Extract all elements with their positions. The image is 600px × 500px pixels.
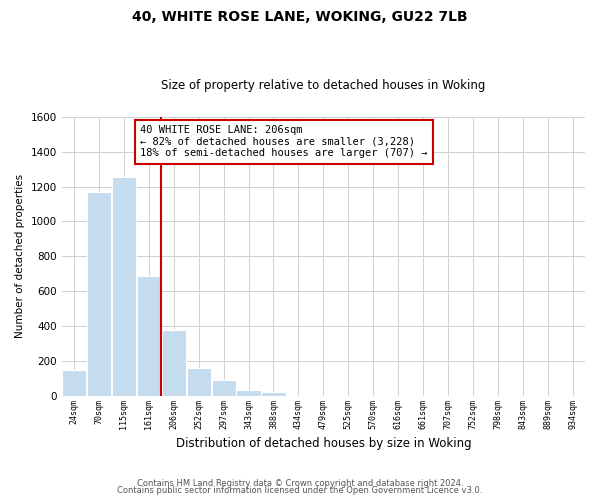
Text: 40 WHITE ROSE LANE: 206sqm
← 82% of detached houses are smaller (3,228)
18% of s: 40 WHITE ROSE LANE: 206sqm ← 82% of deta… — [140, 125, 428, 158]
Bar — [262, 392, 286, 396]
Bar — [62, 370, 86, 396]
Text: 40, WHITE ROSE LANE, WOKING, GU22 7LB: 40, WHITE ROSE LANE, WOKING, GU22 7LB — [132, 10, 468, 24]
Bar — [236, 390, 260, 396]
Bar — [137, 276, 161, 396]
Text: Contains HM Land Registry data © Crown copyright and database right 2024.: Contains HM Land Registry data © Crown c… — [137, 478, 463, 488]
Bar — [162, 330, 186, 396]
Bar — [112, 177, 136, 396]
X-axis label: Distribution of detached houses by size in Woking: Distribution of detached houses by size … — [176, 437, 471, 450]
Y-axis label: Number of detached properties: Number of detached properties — [15, 174, 25, 338]
Bar — [187, 368, 211, 396]
Bar — [87, 192, 111, 396]
Title: Size of property relative to detached houses in Woking: Size of property relative to detached ho… — [161, 79, 485, 92]
Bar — [212, 380, 236, 396]
Text: Contains public sector information licensed under the Open Government Licence v3: Contains public sector information licen… — [118, 486, 482, 495]
